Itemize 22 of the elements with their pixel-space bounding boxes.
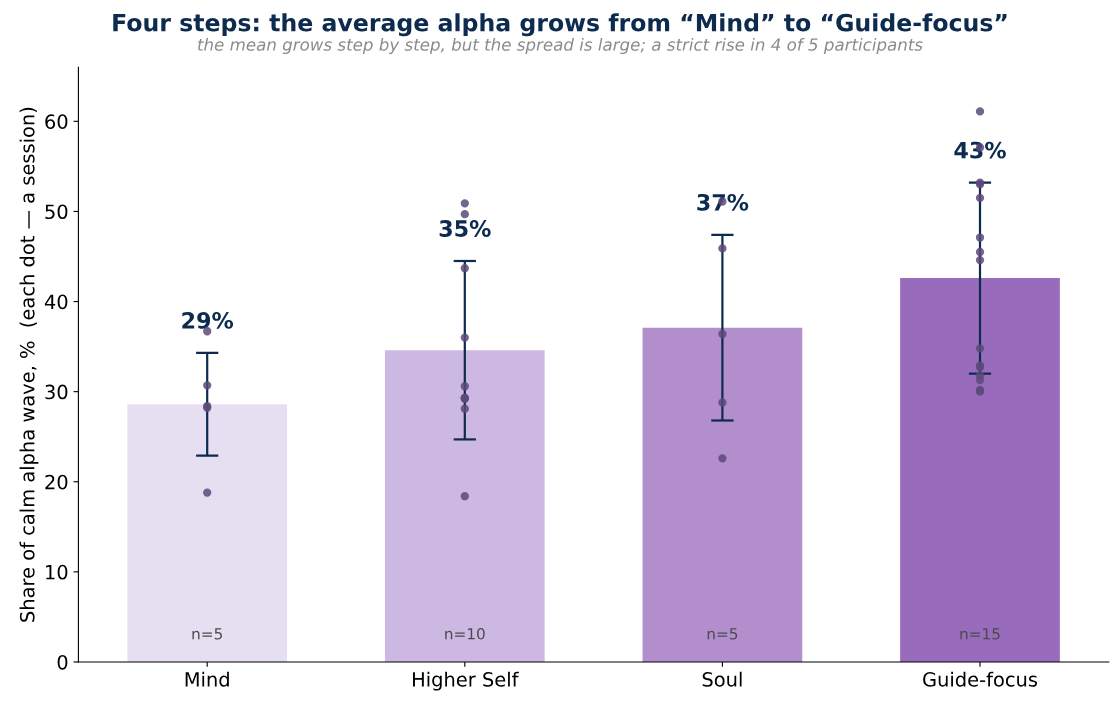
annotation: 43% (954, 141, 1006, 159)
chart-title: Four steps: the average alpha grows from “Mind” to “Guide-focus” (113, 13, 1007, 37)
x-tick-label: Higher Self (413, 671, 519, 691)
x-tick-label: Guide-focus (923, 671, 1038, 687)
x-tick-label: Mind (185, 671, 229, 687)
y-tick-label: 60 (45, 114, 68, 129)
y-tick-label: 30 (45, 384, 68, 400)
y-axis-title: Share of calm alpha wave, % (each dot — a session) (19, 107, 39, 622)
y-tick-label: 20 (45, 474, 68, 490)
chart-subtitle: the mean grows step by step, but the spread is large; a strict rise in 4 of 5 participants (198, 37, 923, 55)
annotation: 35% (439, 220, 491, 237)
y-tick-label: 40 (44, 294, 68, 310)
y-tick-label: 10 (46, 564, 68, 580)
annotation: 37% (697, 193, 749, 211)
annotation: n=5 (707, 628, 738, 640)
x-tick-label: Soul (702, 671, 742, 687)
annotation: n=5 (192, 628, 222, 640)
y-tick-label: 0 (57, 654, 68, 670)
annotation: n=15 (960, 628, 1000, 640)
annotation: 29% (182, 311, 234, 329)
annotation: n=10 (445, 628, 485, 640)
y-tick-label: 50 (45, 204, 68, 220)
